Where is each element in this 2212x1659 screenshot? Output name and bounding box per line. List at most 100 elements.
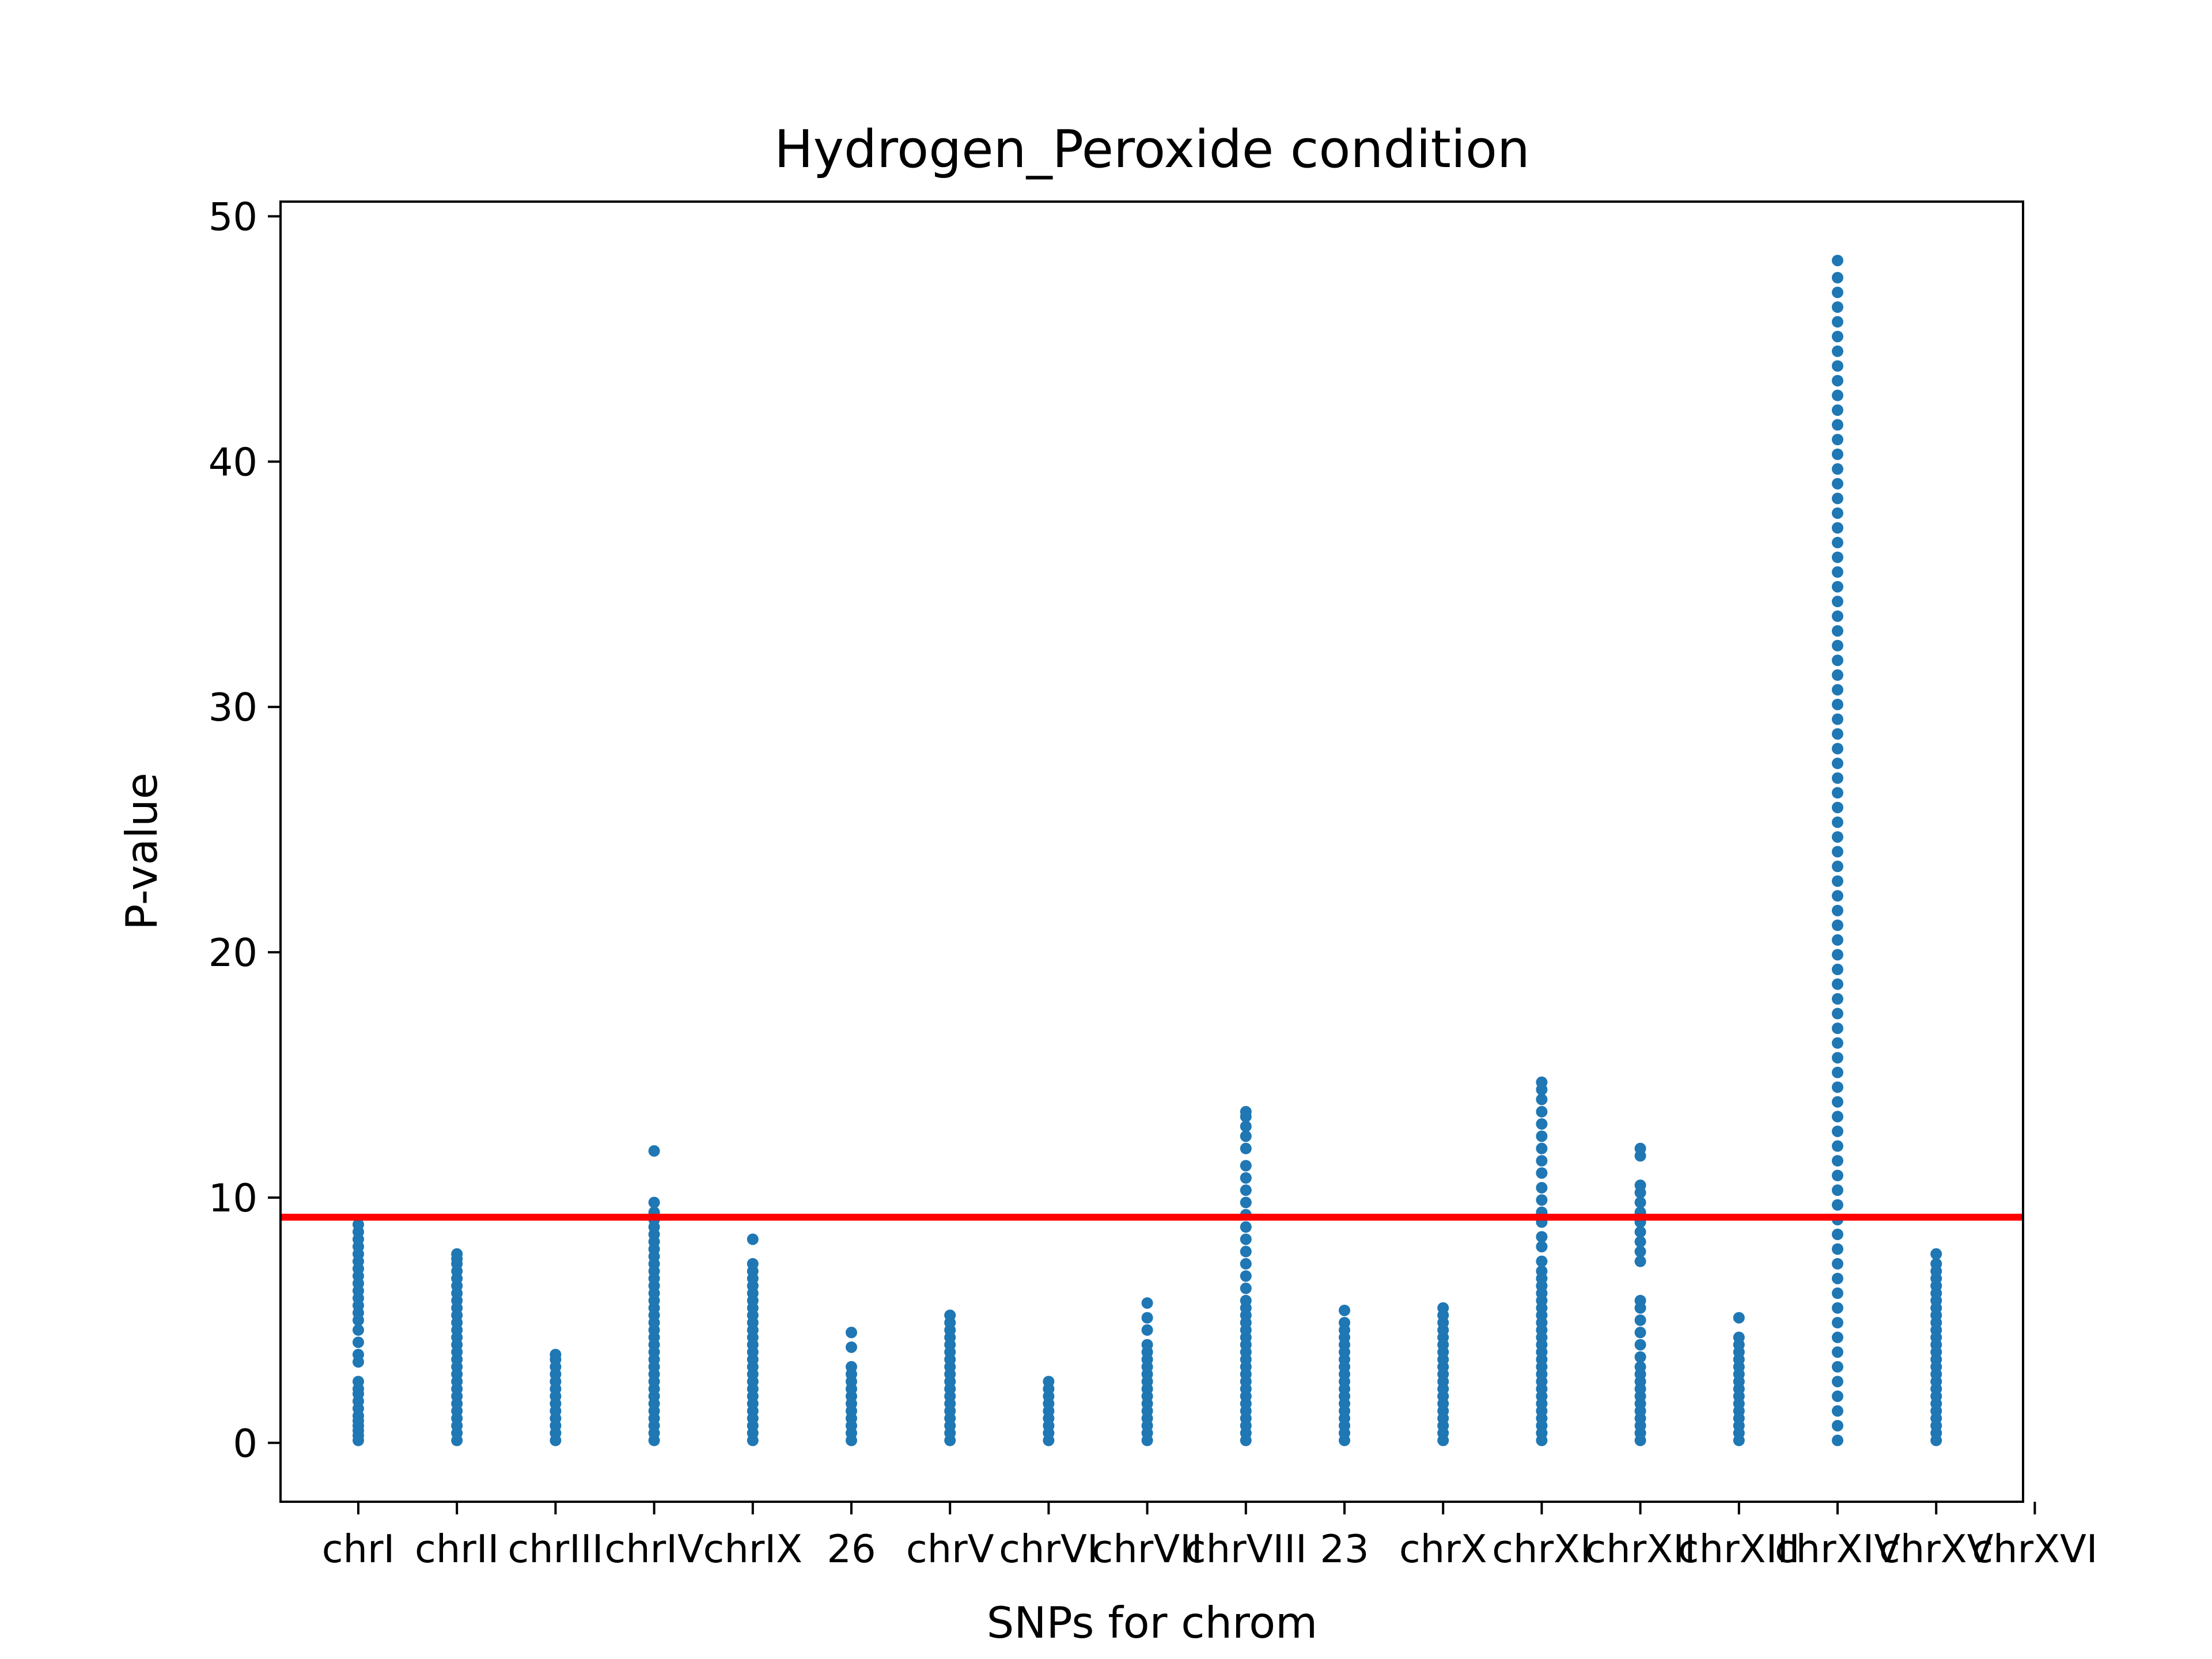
data-point [1832,536,1843,548]
data-point [1832,345,1843,357]
data-point [846,1361,857,1373]
data-point [1536,1167,1548,1179]
data-point [1536,1241,1548,1253]
x-tick-label: chrIX [703,1527,803,1571]
data-point [1832,1317,1843,1329]
data-point [1141,1339,1153,1351]
data-point [1832,610,1843,622]
data-point [1536,1231,1548,1243]
data-point [1832,522,1843,534]
x-tick-label: chrV [906,1527,994,1571]
data-point [648,1145,660,1157]
data-point [1832,1081,1843,1093]
data-point [353,1349,364,1361]
data-point [353,1376,364,1388]
x-tick-label: chrX [1399,1527,1487,1571]
x-tick-label: chrXIV [1775,1527,1901,1571]
y-tick-label: 0 [233,1421,257,1466]
data-point [1634,1339,1646,1351]
data-point [1832,1155,1843,1167]
data-point [1832,639,1843,652]
data-point [1240,1142,1252,1154]
data-point [747,1233,759,1245]
data-point [1832,1419,1843,1431]
data-point [1930,1257,1942,1270]
y-axis-label: P-value [116,772,167,930]
data-point [1832,787,1843,799]
data-point [1832,669,1843,681]
data-point [1240,1196,1252,1209]
data-point [1536,1181,1548,1194]
data-point [1832,581,1843,593]
data-point [1240,1294,1252,1306]
data-point [1634,1226,1646,1238]
x-tick-label: 26 [827,1527,876,1571]
data-point [1832,478,1843,490]
chart-title: Hydrogen_Peroxide condition [774,119,1530,180]
data-point [1832,1066,1843,1078]
data-point [1832,978,1843,990]
data-point [1634,1245,1646,1257]
data-point [1832,255,1843,267]
data-point [1832,507,1843,519]
data-point [1832,448,1843,460]
data-point [1832,463,1843,475]
data-point [1240,1160,1252,1172]
data-point [1339,1317,1350,1329]
x-tick-label: chrVI [999,1527,1098,1571]
data-point [1339,1304,1350,1316]
data-point [1832,890,1843,902]
data-point [1634,1327,1646,1339]
data-point [1536,1142,1548,1154]
data-point [1832,331,1843,343]
data-point [1832,1199,1843,1211]
data-point [1536,1076,1548,1088]
data-point [1832,1140,1843,1152]
data-point [1634,1255,1646,1267]
x-tick-label: chrXII [1585,1527,1695,1571]
data-point [1634,1179,1646,1191]
data-point [1240,1282,1252,1294]
data-point [1043,1376,1055,1388]
data-point [1634,1196,1646,1209]
data-point [1536,1255,1548,1267]
data-point [1832,1111,1843,1123]
y-tick-label: 20 [209,930,257,975]
data-point [1832,625,1843,637]
data-point [1832,1228,1843,1240]
data-point [1634,1351,1646,1363]
data-point [1832,404,1843,416]
data-point [1832,301,1843,313]
data-point [451,1248,463,1260]
data-point [846,1327,857,1339]
plot-frame [279,200,2024,1503]
data-point [1832,757,1843,770]
data-point [1832,801,1843,813]
data-point [648,1196,660,1209]
data-point [1832,1390,1843,1402]
y-tick-label: 50 [209,195,257,240]
x-tick-label: chrIII [507,1527,603,1571]
data-point [1437,1302,1449,1314]
data-point [1832,419,1843,431]
data-point [1141,1297,1153,1309]
x-tick-label: chrII [415,1527,499,1571]
data-point [1240,1130,1252,1142]
data-point [1832,1434,1843,1446]
x-tick-label: chrIV [604,1527,704,1571]
data-point [1832,1052,1843,1064]
data-point [1832,1361,1843,1373]
data-point [1832,934,1843,946]
data-point [846,1341,857,1353]
data-point [1832,1405,1843,1417]
data-point [1832,551,1843,563]
data-point [1240,1270,1252,1282]
data-point [1832,1257,1843,1270]
data-point [747,1257,759,1270]
data-point [1832,949,1843,961]
data-point [1832,360,1843,372]
data-point [1141,1324,1153,1336]
data-point [1733,1312,1745,1324]
data-point [1832,1125,1843,1137]
